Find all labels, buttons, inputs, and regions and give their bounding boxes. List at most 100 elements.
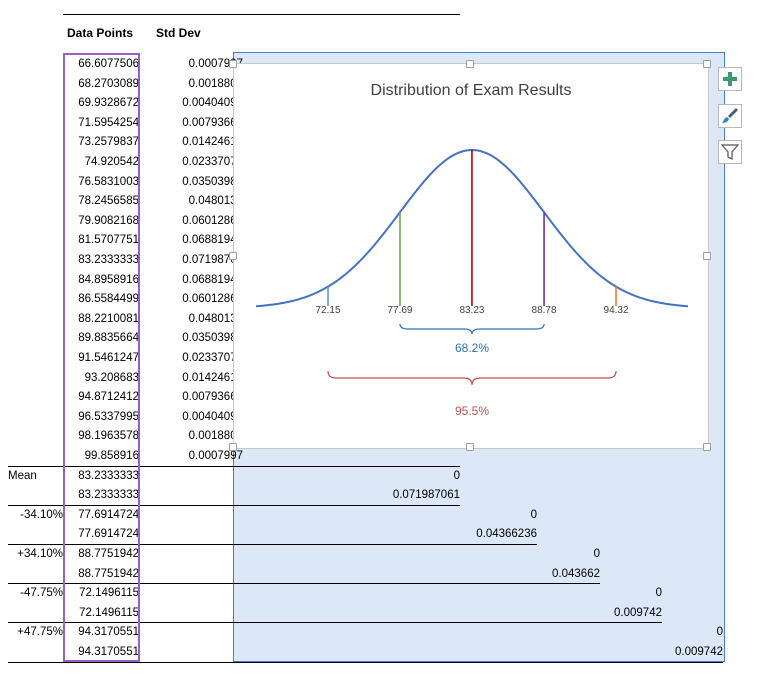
stat-label-cell[interactable]: -34.10% bbox=[20, 508, 63, 521]
marker-label: 94.32 bbox=[604, 305, 629, 316]
row-border bbox=[8, 544, 537, 545]
std-dev-cell[interactable]: 0.0018804 bbox=[188, 77, 243, 90]
chart-styles-button[interactable] bbox=[718, 104, 742, 128]
range-label: 68.2% bbox=[455, 341, 489, 355]
stat-value-cell[interactable]: 77.6914724 bbox=[78, 508, 139, 521]
std-dev-cell[interactable]: 0.0480137 bbox=[188, 195, 243, 208]
stat-height-cell[interactable]: 0.071987061 bbox=[392, 489, 460, 502]
stat-label-cell[interactable]: +47.75% bbox=[17, 626, 63, 639]
stat-value-cell[interactable]: 83.2333333 bbox=[78, 469, 139, 482]
stat-value-cell[interactable]: 88.7751942 bbox=[78, 548, 139, 560]
data-point-cell[interactable]: 76.5831003 bbox=[78, 175, 139, 188]
std-dev-cell[interactable]: 0.02337078 bbox=[182, 352, 243, 364]
stat-height-cell[interactable]: 0.04366236 bbox=[476, 528, 537, 541]
chart-title: Distribution of Exam Results bbox=[371, 82, 572, 99]
data-point-cell[interactable]: 66.6077506 bbox=[78, 58, 139, 70]
std-dev-cell[interactable]: 0.03503986 bbox=[182, 175, 243, 188]
stat-value-cell[interactable]: 88.7751942 bbox=[78, 567, 139, 580]
stat-value-cell[interactable]: 77.6914724 bbox=[78, 528, 139, 541]
std-dev-cell[interactable]: 0.06012865 bbox=[182, 214, 243, 227]
stat-zero-cell[interactable]: 0 bbox=[453, 469, 460, 482]
row-border bbox=[8, 661, 723, 663]
stat-value-cell[interactable]: 94.3170551 bbox=[78, 626, 139, 639]
std-dev-cell[interactable]: 0.00404098 bbox=[182, 410, 243, 423]
data-point-cell[interactable]: 91.5461247 bbox=[78, 352, 139, 364]
std-dev-cell[interactable]: 0.06881945 bbox=[182, 273, 243, 286]
header-std-dev[interactable]: Std Dev bbox=[156, 26, 201, 40]
data-point-cell[interactable]: 96.5337995 bbox=[78, 410, 139, 423]
resize-handle-top-left[interactable] bbox=[229, 60, 237, 68]
data-point-cell[interactable]: 86.5584499 bbox=[78, 293, 139, 306]
resize-handle-right[interactable] bbox=[703, 252, 711, 260]
std-dev-cell[interactable]: 0.07198706 bbox=[182, 254, 243, 266]
data-point-cell[interactable]: 89.8835664 bbox=[78, 332, 139, 345]
data-point-cell[interactable]: 94.8712412 bbox=[78, 391, 139, 404]
std-dev-cell[interactable]: 0.01424615 bbox=[182, 136, 243, 149]
data-point-cell[interactable]: 83.2333333 bbox=[78, 254, 139, 266]
chart-svg: Distribution of Exam Results 72.15 77.69 83… bbox=[255, 82, 689, 418]
stat-height-cell[interactable]: 0.009742 bbox=[675, 646, 723, 658]
resize-handle-bottom-left[interactable] bbox=[229, 443, 237, 451]
data-point-cell[interactable]: 98.1963578 bbox=[78, 430, 139, 443]
stat-label-cell[interactable]: Mean bbox=[8, 469, 37, 482]
std-dev-cell[interactable]: 0.0007997 bbox=[188, 450, 243, 462]
std-dev-cell[interactable]: 0.06881945 bbox=[182, 234, 243, 247]
data-point-cell[interactable]: 93.208683 bbox=[84, 371, 139, 384]
chart-area[interactable]: Distribution of Exam Results 72.15 77.69 83… bbox=[233, 63, 709, 449]
chart-filters-button[interactable] bbox=[718, 140, 742, 164]
data-point-cell[interactable]: 84.8958916 bbox=[78, 273, 139, 286]
data-points-range-highlight bbox=[63, 53, 140, 662]
std-dev-cell[interactable]: 0.0018804 bbox=[188, 430, 243, 443]
range-brace bbox=[327, 370, 617, 386]
data-point-cell[interactable]: 74.920542 bbox=[84, 156, 139, 168]
std-dev-cell[interactable]: 0.06012865 bbox=[182, 293, 243, 306]
resize-handle-bottom-right[interactable] bbox=[703, 443, 711, 451]
resize-handle-top[interactable] bbox=[466, 60, 474, 68]
data-point-cell[interactable]: 99.858916 bbox=[84, 450, 139, 462]
row-border bbox=[8, 465, 460, 467]
stat-height-cell[interactable]: 0.043662 bbox=[552, 567, 600, 580]
marker-label: 72.15 bbox=[315, 305, 340, 316]
resize-handle-top-right[interactable] bbox=[703, 60, 711, 68]
data-point-cell[interactable]: 79.9082168 bbox=[78, 214, 139, 227]
std-dev-cell[interactable]: 0.03503986 bbox=[182, 332, 243, 345]
stat-value-cell[interactable]: 72.1496115 bbox=[79, 606, 139, 619]
brush-icon bbox=[722, 108, 738, 123]
filter-icon bbox=[720, 144, 740, 160]
top-border bbox=[63, 14, 460, 15]
stat-zero-cell[interactable]: 0 bbox=[593, 548, 600, 560]
stat-zero-cell[interactable]: 0 bbox=[716, 626, 723, 639]
stat-value-cell[interactable]: 94.3170551 bbox=[78, 646, 139, 658]
std-dev-cell[interactable]: 0.00793661 bbox=[182, 116, 243, 129]
row-border bbox=[8, 504, 460, 506]
stat-height-cell[interactable]: 0.009742 bbox=[614, 606, 662, 619]
data-point-cell[interactable]: 88.2210081 bbox=[78, 312, 139, 325]
std-dev-cell[interactable]: 0.00404098 bbox=[182, 97, 243, 110]
data-point-cell[interactable]: 69.9328672 bbox=[78, 97, 139, 110]
stat-label-cell[interactable]: +34.10% bbox=[17, 548, 63, 560]
resize-handle-left[interactable] bbox=[229, 252, 237, 260]
stat-zero-cell[interactable]: 0 bbox=[655, 587, 662, 600]
range-brace bbox=[399, 323, 545, 335]
stat-zero-cell[interactable]: 0 bbox=[530, 508, 537, 521]
stat-label-cell[interactable]: -47.75% bbox=[20, 587, 63, 600]
data-point-cell[interactable]: 71.5954254 bbox=[78, 116, 139, 129]
std-dev-cell[interactable]: 0.02337078 bbox=[182, 156, 243, 168]
data-point-cell[interactable]: 73.2579837 bbox=[78, 136, 139, 149]
row-border bbox=[8, 622, 662, 624]
std-dev-cell[interactable]: 0.0007997 bbox=[188, 58, 243, 70]
distribution-curve bbox=[255, 148, 689, 308]
data-point-cell[interactable]: 78.2456585 bbox=[78, 195, 139, 208]
data-point-cell[interactable]: 68.2703089 bbox=[78, 77, 139, 90]
std-dev-cell[interactable]: 0.0480137 bbox=[188, 312, 243, 325]
std-dev-cell[interactable]: 0.00793661 bbox=[182, 391, 243, 404]
resize-handle-bottom[interactable] bbox=[466, 443, 474, 451]
marker-label: 77.69 bbox=[387, 305, 412, 316]
std-dev-cell[interactable]: 0.01424615 bbox=[182, 371, 243, 384]
header-data-points[interactable]: Data Points bbox=[67, 26, 134, 40]
stat-value-cell[interactable]: 83.2333333 bbox=[78, 489, 139, 502]
data-point-cell[interactable]: 81.5707751 bbox=[78, 234, 139, 247]
plus-icon bbox=[723, 72, 737, 86]
chart-elements-button[interactable] bbox=[718, 67, 742, 91]
stat-value-cell[interactable]: 72.1496115 bbox=[79, 587, 139, 600]
